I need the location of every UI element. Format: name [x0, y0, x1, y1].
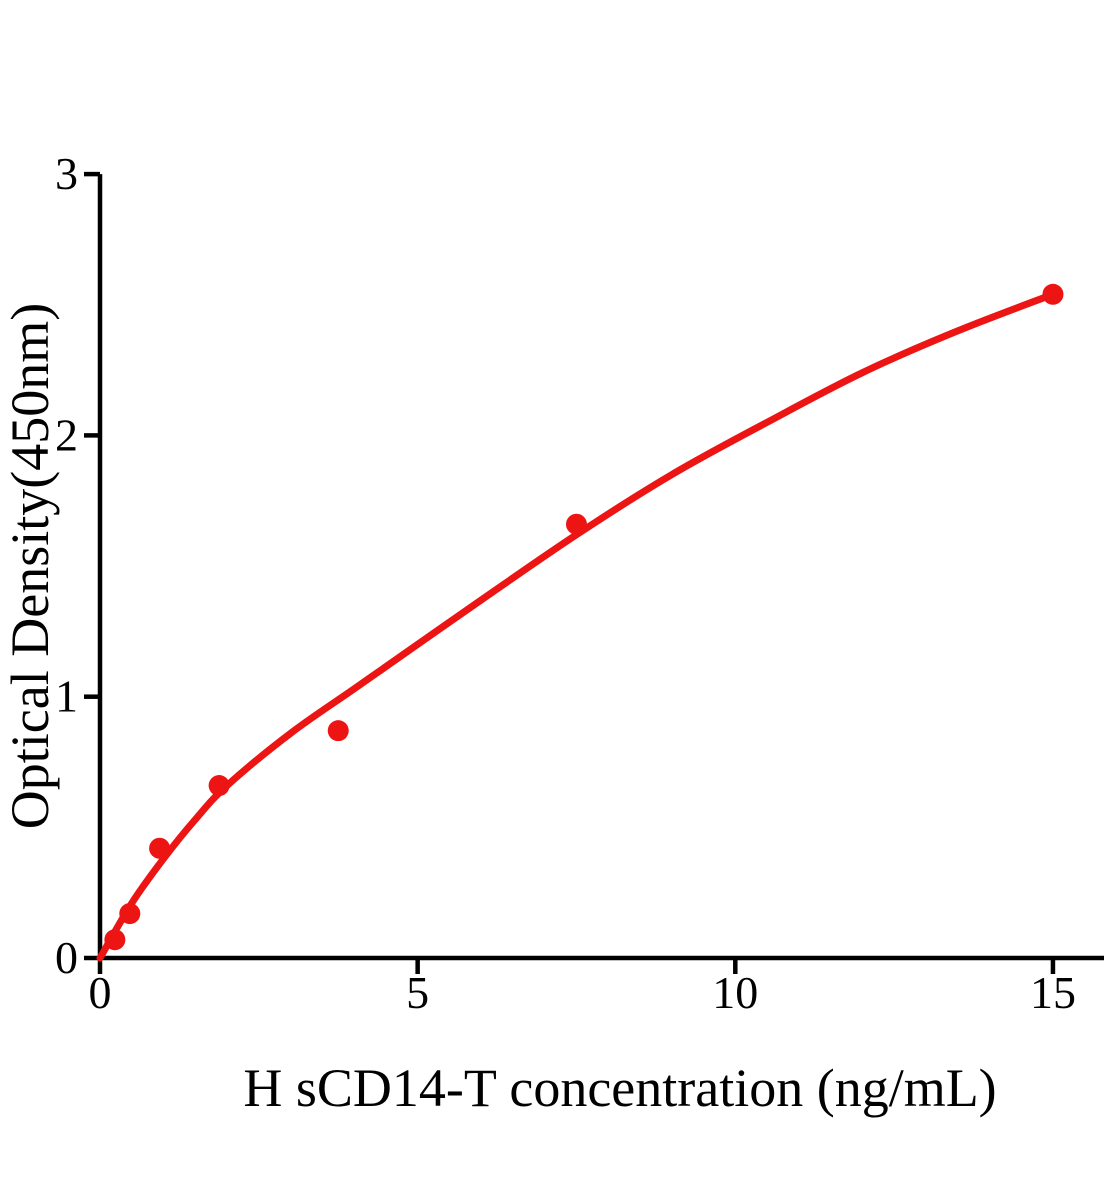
y-tick-label: 3 [55, 148, 78, 199]
y-tick-label: 1 [55, 671, 78, 722]
data-point [119, 903, 141, 925]
data-point [1042, 283, 1064, 305]
data-point [565, 513, 587, 535]
data-point [327, 720, 349, 742]
axes-layer [97, 174, 1104, 961]
y-tick-label: 2 [55, 409, 78, 460]
x-tick-label: 10 [712, 967, 758, 1018]
x-axis-title: H sCD14-T concentration (ng/mL) [243, 1058, 996, 1118]
y-tick-label: 0 [55, 932, 78, 983]
data-point [208, 775, 230, 797]
data-layer [96, 283, 1064, 962]
fit-curve [96, 290, 1057, 962]
y-axis-title: Optical Density(450nm) [0, 303, 60, 829]
ticks-layer: 0 5 10 15 0 1 2 3 [55, 148, 1076, 1018]
x-tick-label: 15 [1030, 967, 1076, 1018]
x-tick-label: 5 [406, 967, 429, 1018]
x-tick-label: 0 [89, 967, 112, 1018]
data-point [149, 837, 171, 859]
data-point [104, 929, 126, 951]
